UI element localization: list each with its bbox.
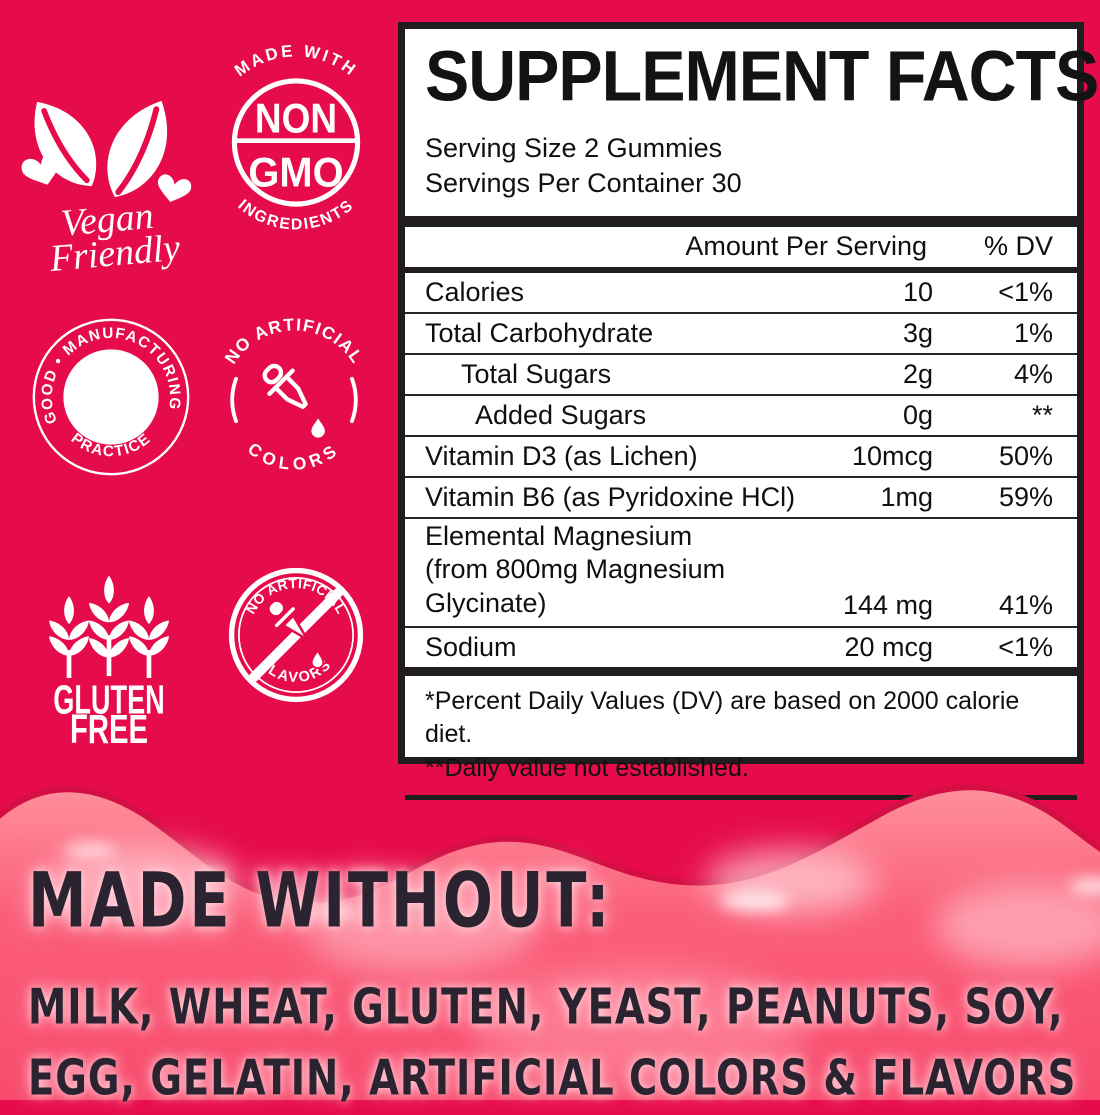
row-name: Calories xyxy=(425,276,525,307)
seal-outer-ring xyxy=(32,318,190,476)
seal-inner-ring xyxy=(237,576,355,694)
paren-right xyxy=(350,376,358,424)
drop-icon xyxy=(311,418,325,438)
svg-text:COLORS: COLORS xyxy=(244,438,344,474)
svg-text:MADE WITH: MADE WITH xyxy=(231,41,361,80)
no-artificial-colors-icon: NO ARTIFICIAL COLORS xyxy=(220,314,367,474)
row-name-line1: Elemental Magnesium xyxy=(425,520,693,551)
divider-thick xyxy=(405,215,1077,227)
no-colors-arc-top: NO ARTIFICIAL xyxy=(220,314,366,367)
no-artificial-flavors-icon: NO ARTIFICIAL FLAVORS xyxy=(228,567,364,703)
row-amount: 144 mg xyxy=(842,589,933,620)
heart-left-icon xyxy=(21,151,61,185)
row-dv: 4% xyxy=(1013,358,1053,389)
row-name: Total Carbohydrate xyxy=(425,317,654,348)
row-amount: 10 xyxy=(902,276,933,307)
nutrition-table: Calories 10 <1% Total Carbohydrate 3g 1%… xyxy=(405,273,1077,667)
servings-per-container: Servings Per Container 30 xyxy=(425,168,742,199)
row-dv: <1% xyxy=(998,631,1053,662)
table-header: Amount Per Serving % DV xyxy=(405,227,1077,267)
non-gmo-word-top: NON xyxy=(255,94,337,141)
column-header-amount: Amount Per Serving xyxy=(685,230,927,261)
row-dv: 41% xyxy=(998,589,1053,620)
panel-title-section: SUPPLEMENT FACTS Serving Size 2 Gummies … xyxy=(405,29,1099,216)
serving-size: Serving Size 2 Gummies xyxy=(425,133,723,164)
divider-thick xyxy=(405,666,1077,676)
badge-no-artificial-colors: NO ARTIFICIAL COLORS xyxy=(212,314,376,487)
non-gmo-word-bottom: GMO xyxy=(248,148,343,195)
seal-ring xyxy=(228,567,364,703)
dropper-icon xyxy=(262,363,308,409)
made-without-section: MADE WITHOUT: MILK, WHEAT, GLUTEN, YEAST… xyxy=(0,756,1100,1107)
panel-title: SUPPLEMENT FACTS xyxy=(425,36,1099,117)
wheat-grains xyxy=(45,575,173,678)
footnote-line2: **Daily value not established. xyxy=(425,753,749,782)
row-amount: 2g xyxy=(902,358,933,389)
row-dv: ** xyxy=(1031,399,1053,430)
made-without-heading: MADE WITHOUT: xyxy=(28,858,613,946)
vegan-label-line1: Vegan xyxy=(59,195,155,245)
gloss-highlights xyxy=(50,842,1100,1088)
slash-icon xyxy=(249,588,343,682)
row-name: Total Sugars xyxy=(461,358,612,389)
heart-right-icon xyxy=(157,174,192,202)
divider-medium xyxy=(405,266,1077,273)
row-dv: <1% xyxy=(998,276,1053,307)
table-row: Calories 10 <1% xyxy=(405,273,1077,314)
dropper-crossed-icon xyxy=(267,599,309,641)
row-dv: 59% xyxy=(998,481,1053,512)
table-row: Sodium 20 mcg <1% xyxy=(405,628,1077,667)
leaf-left-icon xyxy=(34,101,97,187)
badge-non-gmo: MADE WITH NON GMO INGREDIENTS xyxy=(212,38,380,244)
gluten-free-line1: GLUTEN xyxy=(53,676,165,722)
table-row: Added Sugars 0g ** xyxy=(405,396,1077,437)
svg-text:NO ARTIFICIAL: NO ARTIFICIAL xyxy=(220,318,367,367)
row-name: Elemental Magnesium (from 800mg Magnesiu… xyxy=(425,520,821,621)
row-dv: 50% xyxy=(998,440,1053,471)
badge-no-artificial-flavors: NO ARTIFICIAL FLAVORS xyxy=(213,552,379,723)
non-gmo-seal-icon: MADE WITH NON GMO INGREDIENTS xyxy=(231,41,361,233)
divider-medium xyxy=(405,795,1077,801)
table-row: Total Sugars 2g 4% xyxy=(405,355,1077,396)
wheat-icon: GLUTEN FREE xyxy=(45,575,173,752)
table-row: Vitamin D3 (as Lichen) 10mcg 50% xyxy=(405,437,1077,478)
row-amount: 1mg xyxy=(880,481,933,512)
row-amount: 10mcg xyxy=(851,440,933,471)
row-amount: 0g xyxy=(902,399,933,430)
seal-ring xyxy=(231,78,361,207)
column-header-dv: % DV xyxy=(983,230,1053,261)
no-colors-arc-bottom: COLORS xyxy=(244,438,339,474)
gmp-center-label: GMP xyxy=(74,377,148,419)
row-name: Vitamin D3 (as Lichen) xyxy=(425,440,698,471)
gmp-seal-icon: GOOD • MANUFACTURING • • PRACTICE • GMP xyxy=(27,303,190,476)
row-dv: 1% xyxy=(1013,317,1053,348)
supplement-facts-panel: SUPPLEMENT FACTS Serving Size 2 Gummies … xyxy=(398,22,1099,801)
row-name: Added Sugars xyxy=(475,399,647,430)
drop-icon xyxy=(310,648,325,670)
non-gmo-arc-top: MADE WITH xyxy=(231,41,358,80)
row-name: Sodium xyxy=(425,631,517,662)
footnote-section: *Percent Daily Values (DV) are based on … xyxy=(405,676,1077,796)
leaf-right-icon xyxy=(103,95,172,202)
table-row: Elemental Magnesium (from 800mg Magnesiu… xyxy=(405,519,1077,628)
row-name: Vitamin B6 (as Pyridoxine HCl) xyxy=(425,481,796,512)
gluten-free-line2: FREE xyxy=(70,706,148,746)
paren-left xyxy=(230,376,238,424)
row-name-line2: (from 800mg Magnesium Glycinate) xyxy=(425,554,726,619)
footnote-line1: *Percent Daily Values (DV) are based on … xyxy=(425,686,1020,749)
melted-gummy-wave xyxy=(0,784,1100,1100)
badge-gluten-free: GLUTEN FREE xyxy=(30,546,188,752)
row-amount: 20 mcg xyxy=(844,631,933,662)
leaf-hearts-icon: Vegan Friendly xyxy=(21,95,192,280)
made-without-text: MADE WITHOUT: MILK, WHEAT, GLUTEN, YEAST… xyxy=(28,858,1100,1107)
row-amount: 3g xyxy=(902,317,933,348)
table-row: Vitamin B6 (as Pyridoxine HCl) 1mg 59% xyxy=(405,478,1077,519)
seal-disc xyxy=(63,349,159,445)
table-row: Total Carbohydrate 3g 1% xyxy=(405,314,1077,355)
badge-gmp: GOOD • MANUFACTURING • • PRACTICE • GMP xyxy=(27,303,192,483)
made-without-line2: EGG, GELATIN, ARTIFICIAL COLORS & FLAVOR… xyxy=(28,1049,1077,1107)
badge-vegan-friendly: Vegan Friendly xyxy=(16,44,196,280)
made-without-line1: MILK, WHEAT, GLUTEN, YEAST, PEANUTS, SOY… xyxy=(28,978,1064,1036)
